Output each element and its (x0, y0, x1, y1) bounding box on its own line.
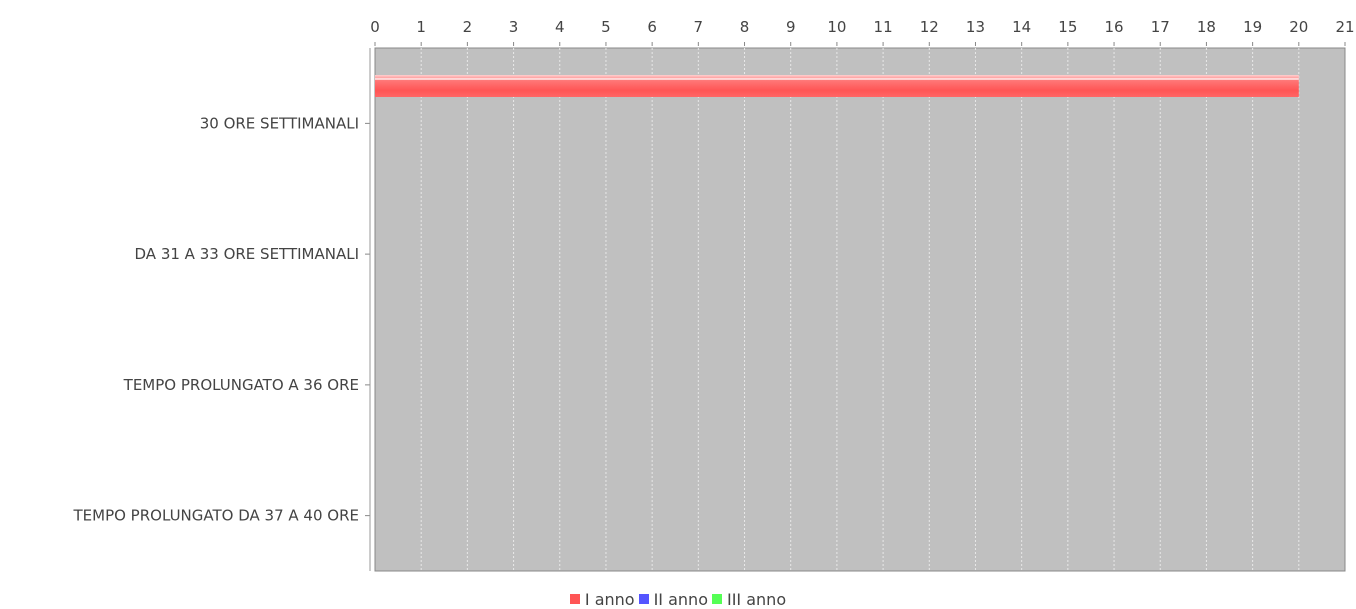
legend-label: II anno (653, 589, 708, 609)
category-label: TEMPO PROLUNGATO DA 37 A 40 ORE (72, 507, 359, 525)
legend-item: I anno (569, 589, 635, 609)
x-tick-label: 9 (786, 18, 796, 36)
plot-area (374, 47, 1346, 572)
x-axis-ticks: 0 1 2 3 4 5 6 7 8 9 10 11 12 13 14 15 16 17 18 19 20 21 (370, 18, 1355, 46)
legend-item: III anno (711, 589, 787, 609)
x-tick-label: 10 (827, 18, 846, 36)
legend-swatch (638, 594, 649, 604)
x-tick-label: 8 (740, 18, 750, 36)
grid-lines (420, 48, 1300, 571)
x-tick-label: 19 (1243, 18, 1262, 36)
x-tick-label: 16 (1105, 18, 1124, 36)
category-label: DA 31 A 33 ORE SETTIMANALI (135, 245, 359, 263)
x-tick-label: 1 (416, 18, 426, 36)
y-axis-categories: 30 ORE SETTIMANALI DA 31 A 33 ORE SETTIMA… (72, 114, 370, 525)
legend-swatch (711, 594, 722, 604)
legend-label: III anno (726, 589, 787, 609)
x-tick-label: 0 (370, 18, 380, 36)
x-tick-label: 12 (920, 18, 939, 36)
x-tick-label: 6 (647, 18, 657, 36)
x-tick-label: 18 (1197, 18, 1216, 36)
bar-i-anno (375, 75, 1299, 97)
x-tick-label: 3 (509, 18, 519, 36)
x-tick-label: 14 (1012, 18, 1031, 36)
bars (375, 75, 1299, 97)
category-label: 30 ORE SETTIMANALI (200, 114, 359, 132)
x-tick-label: 17 (1151, 18, 1170, 36)
x-tick-label: 7 (694, 18, 704, 36)
legend: I anno II anno III anno (0, 589, 1356, 609)
x-tick-label: 13 (966, 18, 985, 36)
x-tick-label: 15 (1058, 18, 1077, 36)
legend-swatch (569, 594, 580, 604)
legend-label: I anno (584, 589, 635, 609)
x-tick-label: 11 (874, 18, 893, 36)
x-tick-label: 21 (1335, 18, 1354, 36)
category-label: TEMPO PROLUNGATO A 36 ORE (123, 376, 359, 394)
x-tick-label: 20 (1289, 18, 1308, 36)
x-tick-label: 2 (463, 18, 473, 36)
legend-item: II anno (638, 589, 708, 609)
x-tick-label: 4 (555, 18, 565, 36)
x-tick-label: 5 (601, 18, 611, 36)
